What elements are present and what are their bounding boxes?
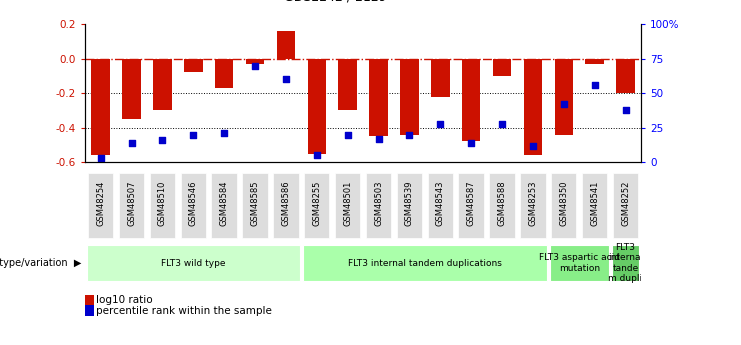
Point (558, 101, 570, 107)
Point (434, 121, 446, 126)
Text: FLT3 wild type: FLT3 wild type (161, 258, 225, 268)
Text: GSM48255: GSM48255 (312, 181, 322, 226)
Bar (554, 59, 573, 135)
Point (496, 121, 508, 126)
Point (373, 136, 385, 141)
Point (156, 137, 168, 143)
Bar (617, 59, 635, 93)
Text: GSM48510: GSM48510 (158, 181, 167, 226)
FancyBboxPatch shape (211, 173, 237, 238)
FancyBboxPatch shape (489, 173, 515, 238)
Point (125, 140, 138, 146)
Text: genotype/variation  ▶: genotype/variation ▶ (0, 258, 82, 268)
Point (619, 107, 631, 112)
FancyBboxPatch shape (273, 173, 299, 238)
Point (588, 82, 600, 88)
FancyBboxPatch shape (303, 245, 547, 281)
Bar (431, 59, 450, 97)
Text: GSM48539: GSM48539 (405, 181, 414, 226)
Point (249, 63, 261, 68)
Bar (184, 59, 202, 72)
Bar (308, 59, 326, 154)
FancyBboxPatch shape (366, 173, 391, 238)
Bar (246, 59, 265, 64)
Text: FLT3 aspartic acid
mutation: FLT3 aspartic acid mutation (539, 253, 619, 273)
FancyBboxPatch shape (242, 173, 268, 238)
Bar (585, 59, 604, 64)
Text: GSM48254: GSM48254 (96, 181, 105, 226)
FancyBboxPatch shape (611, 245, 639, 281)
FancyBboxPatch shape (582, 173, 608, 238)
Text: GSM48507: GSM48507 (127, 181, 136, 226)
Bar (276, 31, 295, 59)
Bar (462, 59, 480, 141)
Text: GSM48503: GSM48503 (374, 181, 383, 226)
Text: FLT3 internal tandem duplications: FLT3 internal tandem duplications (348, 258, 502, 268)
Bar (122, 59, 141, 119)
Point (527, 143, 539, 148)
Text: GSM48546: GSM48546 (189, 181, 198, 226)
Text: GSM48501: GSM48501 (343, 181, 352, 226)
FancyBboxPatch shape (550, 245, 608, 281)
Bar (215, 59, 233, 88)
FancyBboxPatch shape (613, 173, 638, 238)
Point (95, 155, 107, 161)
Text: log10 ratio: log10 ratio (96, 295, 153, 305)
FancyBboxPatch shape (87, 245, 300, 281)
FancyBboxPatch shape (396, 173, 422, 238)
FancyBboxPatch shape (88, 173, 113, 238)
Text: FLT3
internal
tande
m dupli: FLT3 internal tande m dupli (608, 243, 643, 283)
FancyBboxPatch shape (150, 173, 175, 238)
FancyBboxPatch shape (119, 173, 144, 238)
FancyBboxPatch shape (520, 173, 545, 238)
Bar (524, 59, 542, 155)
Text: percentile rank within the sample: percentile rank within the sample (96, 306, 272, 315)
FancyBboxPatch shape (181, 173, 206, 238)
Text: GSM48350: GSM48350 (559, 181, 568, 226)
Bar (493, 59, 511, 76)
Text: GSM48588: GSM48588 (497, 181, 507, 226)
Text: GSM48252: GSM48252 (621, 181, 630, 226)
Text: GSM48586: GSM48586 (282, 181, 290, 226)
Text: GSM48587: GSM48587 (467, 181, 476, 226)
Text: GDS2242 / 2129: GDS2242 / 2129 (284, 0, 387, 3)
Bar (91, 59, 110, 155)
Text: GSM48584: GSM48584 (219, 181, 229, 226)
Bar (400, 59, 419, 135)
Text: GSM48253: GSM48253 (528, 181, 537, 226)
Point (465, 140, 477, 146)
Bar (153, 59, 172, 110)
Point (403, 132, 415, 137)
FancyBboxPatch shape (551, 173, 576, 238)
Point (218, 130, 230, 136)
FancyBboxPatch shape (304, 173, 330, 238)
Text: GSM48585: GSM48585 (250, 181, 259, 226)
Bar (369, 59, 388, 136)
Point (280, 77, 292, 82)
FancyBboxPatch shape (428, 173, 453, 238)
FancyBboxPatch shape (459, 173, 484, 238)
Bar (339, 59, 357, 110)
Text: GSM48543: GSM48543 (436, 181, 445, 226)
Text: GSM48541: GSM48541 (590, 181, 599, 226)
FancyBboxPatch shape (335, 173, 360, 238)
Point (342, 132, 353, 137)
Point (311, 152, 323, 158)
Point (187, 132, 199, 137)
